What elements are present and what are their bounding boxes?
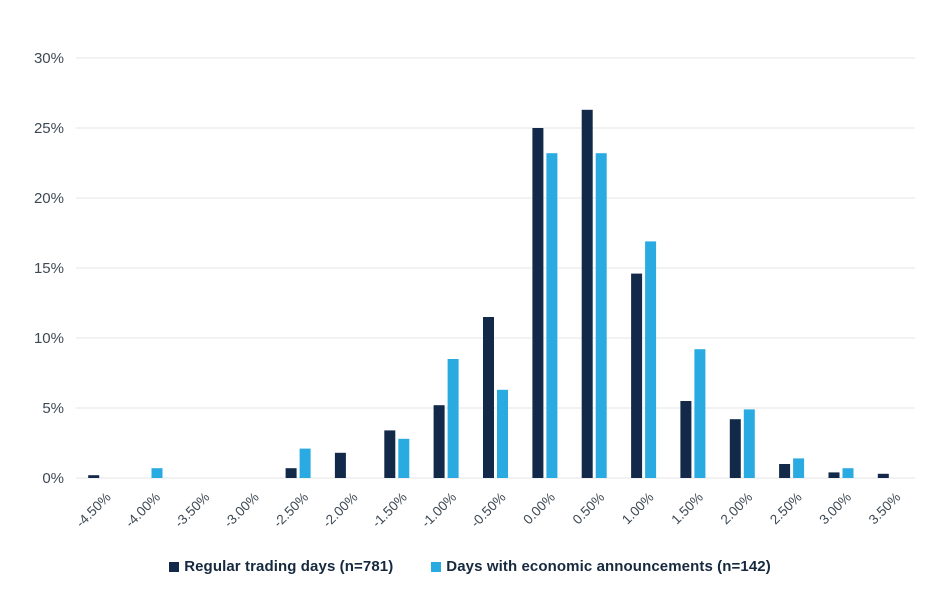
bar-announcement-days <box>595 153 607 478</box>
x-axis-tick-label: -4.00% <box>122 490 163 531</box>
x-axis-tick-label: -1.00% <box>418 490 459 531</box>
bar-announcement-days <box>842 468 854 478</box>
bar-regular-trading <box>384 430 396 478</box>
bar-announcement-days <box>398 438 410 478</box>
bar-regular-trading <box>779 464 791 478</box>
bar-regular-trading <box>285 468 297 478</box>
y-axis-tick-label: 15% <box>34 260 64 277</box>
bar-regular-trading <box>581 109 593 479</box>
bar-announcement-days <box>645 241 657 478</box>
x-axis-tick-label: -3.50% <box>172 490 213 531</box>
bar-announcement-days <box>694 349 706 478</box>
bar-announcement-days <box>447 359 459 478</box>
x-axis-tick-label: -1.50% <box>369 490 410 531</box>
x-axis-tick-label: 0.00% <box>520 490 558 528</box>
y-axis-tick-label: 0% <box>42 470 64 487</box>
x-axis-tick-label: 3.50% <box>866 490 904 528</box>
bar-announcement-days <box>497 389 508 478</box>
legend-item-announcement-days: Days with economic announcements (n=142) <box>431 558 771 575</box>
legend-label: Regular trading days (n=781) <box>184 557 394 575</box>
legend-swatch-icon <box>169 561 180 572</box>
bar-announcement-days <box>546 153 558 478</box>
y-axis-tick-label: 20% <box>34 190 64 207</box>
gridlines <box>76 57 915 479</box>
bar-announcement-days <box>793 458 805 478</box>
bar-regular-trading <box>483 317 494 478</box>
legend-swatch-icon <box>431 561 442 572</box>
x-axis-tick-label: -4.50% <box>73 490 114 531</box>
x-axis-tick-label: 3.00% <box>816 490 854 528</box>
legend: Regular trading days (n=781) Days with ec… <box>0 549 940 583</box>
bar-regular-trading <box>631 273 643 478</box>
y-axis-labels: 0% 5% 10% 15% 20% 25% 30% <box>34 50 64 487</box>
x-axis-tick-label: -3.00% <box>221 490 262 531</box>
x-axis-tick-label: 2.50% <box>767 490 805 528</box>
x-axis-tick-label: -2.50% <box>270 490 311 531</box>
y-axis-tick-label: 10% <box>34 330 64 347</box>
bars <box>88 109 889 479</box>
bar-regular-trading <box>334 452 346 478</box>
bar-regular-trading <box>729 419 741 478</box>
bar-announcement-days <box>743 409 755 478</box>
y-axis-tick-label: 25% <box>34 120 64 137</box>
x-axis-tick-label: 1.50% <box>668 490 706 528</box>
bar-regular-trading <box>532 128 544 478</box>
x-axis-tick-label: 1.00% <box>619 490 657 528</box>
x-axis-tick-label: 0.50% <box>570 490 608 528</box>
x-axis-labels: -4.50% -4.00% -3.50% -3.00% -2.50% -2.00% -1.5… <box>73 490 904 531</box>
y-axis-tick-label: 30% <box>34 50 64 67</box>
y-axis-tick-label: 5% <box>42 400 64 417</box>
x-axis-tick-label: -2.00% <box>320 490 361 531</box>
bar-regular-trading <box>680 401 692 478</box>
bar-announcement-days <box>151 468 163 478</box>
x-axis-tick-label: -0.50% <box>468 490 509 531</box>
legend-label: Days with economic announcements (n=142) <box>446 557 771 575</box>
bar-regular-trading <box>877 473 889 478</box>
bar-regular-trading <box>828 472 840 478</box>
bar-regular-trading <box>88 475 100 478</box>
x-axis-tick-label: 2.00% <box>718 490 756 528</box>
bar-announcement-days <box>299 448 311 478</box>
legend-item-regular-trading: Regular trading days (n=781) <box>169 558 393 575</box>
bar-regular-trading <box>433 405 445 478</box>
